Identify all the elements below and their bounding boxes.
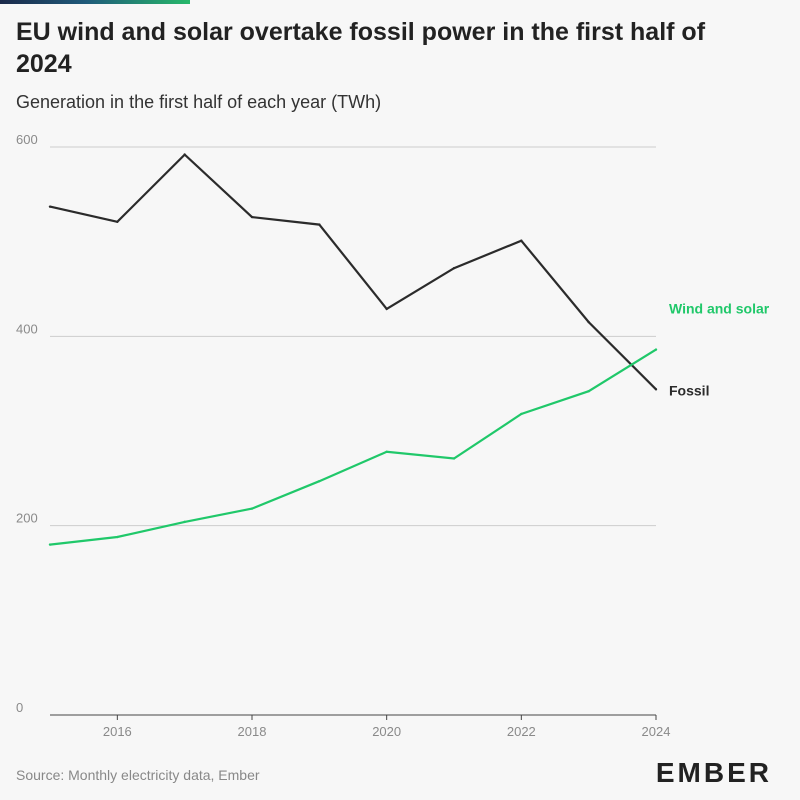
series-label-fossil: Fossil: [669, 382, 709, 398]
data-point-fossil-2023: [587, 320, 590, 324]
gridlines: [50, 146, 656, 716]
data-point-fossil-2019: [318, 223, 321, 226]
x-tick-label-2018: 2018: [238, 724, 267, 739]
data-point-fossil-2022: [520, 239, 523, 242]
data-point-fossil-2016: [116, 220, 119, 223]
chart-title: EU wind and solar overtake fossil power …: [16, 18, 706, 78]
series-line-fossil: [49, 153, 657, 391]
series-line-wind-and-solar: [49, 348, 657, 546]
axes: 0 200 400 600 2016 2018 2020 2022 2024: [16, 132, 670, 739]
source-note: Source: Monthly electricity data, Ember: [16, 767, 260, 783]
data-point-wind-and-solar-2019: [318, 479, 321, 483]
data-point-wind-and-solar-2020: [385, 450, 388, 454]
x-tick-label-2020: 2020: [372, 724, 401, 739]
y-tick-label-200: 200: [16, 511, 38, 526]
data-point-fossil-2021: [452, 266, 456, 270]
y-tick-label-0: 0: [16, 700, 23, 715]
data-point-wind-and-solar-2017: [183, 520, 186, 524]
y-tick-label-400: 400: [16, 321, 38, 336]
chart-subtitle: Generation in the first half of each yea…: [16, 92, 382, 112]
data-point-wind-and-solar-2023: [587, 390, 590, 393]
data-point-wind-and-solar-2021: [452, 457, 456, 460]
series-lines: [48, 153, 658, 546]
brand-accent-bar: [0, 0, 190, 4]
data-point-fossil-2017: [183, 153, 186, 156]
data-point-fossil-2024: [654, 388, 658, 391]
y-tick-label-600: 600: [16, 132, 38, 147]
data-point-wind-and-solar-2024: [654, 348, 658, 351]
ember-logo: EMBER: [655, 757, 772, 788]
x-tick-label-2022: 2022: [507, 724, 536, 739]
data-point-wind-and-solar-2022: [520, 412, 523, 416]
x-tick-label-2016: 2016: [103, 724, 132, 739]
data-point-wind-and-solar-2015: [48, 543, 52, 546]
series-label-wind-and-solar: Wind and solar: [669, 301, 770, 317]
x-tick-label-2024: 2024: [642, 724, 671, 739]
data-point-wind-and-solar-2018: [250, 507, 254, 510]
data-point-fossil-2020: [385, 307, 388, 311]
data-point-fossil-2018: [250, 215, 254, 219]
data-point-wind-and-solar-2016: [116, 535, 119, 539]
data-point-fossil-2015: [48, 205, 52, 208]
series-labels: Fossil Wind and solar: [669, 301, 770, 399]
